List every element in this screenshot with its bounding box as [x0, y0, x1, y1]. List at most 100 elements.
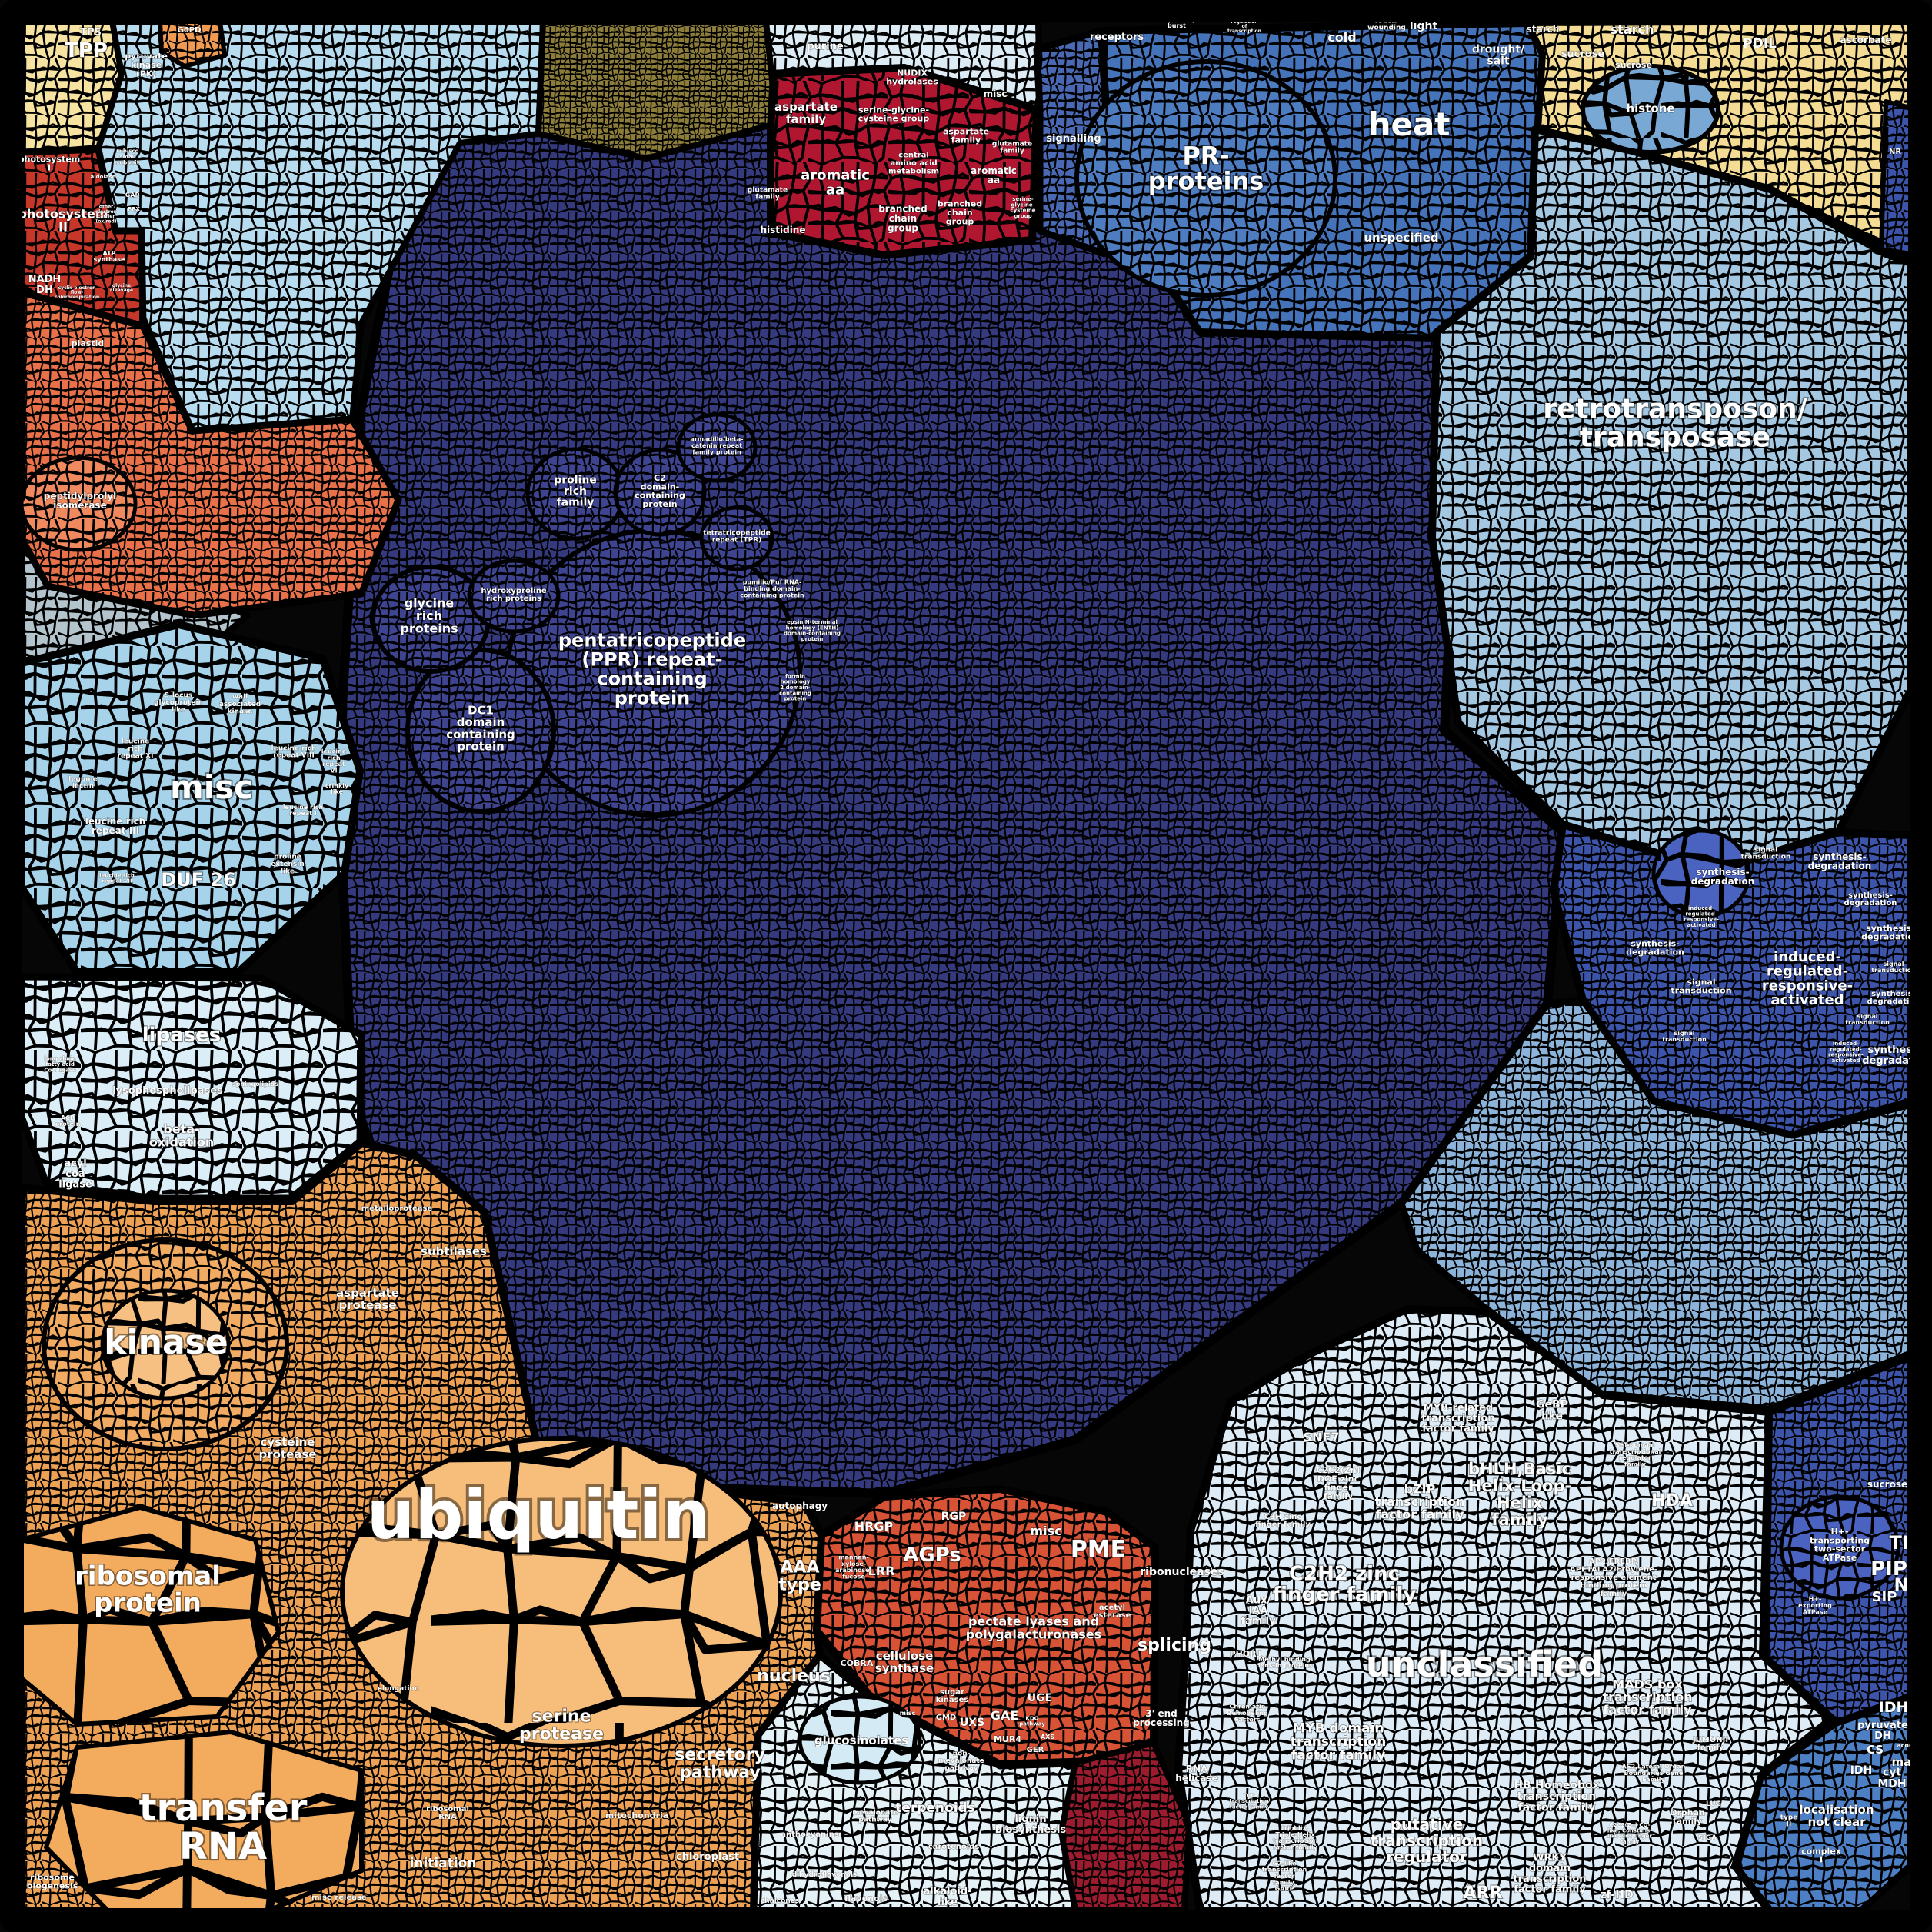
region-label: lysophospholipases: [112, 1085, 223, 1097]
region-peptidylprolyl-blob: [19, 455, 138, 552]
region-label: ubiquitin: [367, 1475, 711, 1554]
region-label: pyruvate DH: [1857, 1720, 1908, 1742]
region-label: TCP transcription factor family: [1229, 1793, 1268, 1810]
region-label: sugar kinases: [936, 1688, 969, 1704]
region-label: Orphan family: [1670, 1807, 1705, 1826]
region-label: mevalonate pathway: [852, 1809, 898, 1824]
region-label: chloroplast: [676, 1851, 739, 1863]
region-label: PHOR1: [1230, 1649, 1263, 1659]
region-label: starch: [1611, 22, 1654, 37]
region-label: signal transduction: [1671, 977, 1731, 995]
region-label: sphingolipids: [232, 1081, 279, 1088]
region-label: leucine rich repeat III: [85, 816, 146, 836]
region-label: synthesis-degradation: [1808, 851, 1872, 871]
region-label: elongation: [378, 1685, 419, 1693]
region-label: leucine rich repeat I: [283, 804, 324, 817]
region-label: induced-regulated-responsive-activated: [1762, 949, 1853, 1008]
region-label: peptidylprolyl isomerase: [44, 491, 117, 511]
region-label: type II: [1780, 1814, 1798, 1828]
region-label: PME: [1071, 1536, 1126, 1563]
region-label: ribosomal protein: [75, 1561, 221, 1618]
region-label: UXS: [960, 1717, 984, 1729]
labels-layer: pumilio/Puf RNA-binding domain-containin…: [18, 15, 1932, 1908]
region-label: histidine: [760, 225, 805, 235]
region-label: signalling: [1046, 133, 1101, 145]
region-proline-rich-blob: [525, 447, 625, 541]
region-amino-acid-metabolism: [767, 64, 1041, 259]
region-label: signal transduction: [1871, 961, 1916, 974]
region-label: plastid: [72, 338, 105, 348]
region-label: MYB-related transcription factor family: [1421, 1402, 1494, 1434]
region-label: wall associated kinase: [219, 694, 261, 716]
region-label: IDH: [1879, 1699, 1909, 1716]
region-opp: [158, 19, 227, 68]
region-glycine-rich-blob: [371, 565, 491, 674]
region-label: aromatic aa: [801, 168, 870, 198]
region-label: IDH: [1850, 1764, 1873, 1777]
region-label: unclassified: [1366, 1644, 1603, 1685]
region-label: AGPs: [903, 1544, 961, 1567]
region-label: central amino acid metabolism: [888, 152, 939, 176]
region-label: heat: [1368, 105, 1451, 143]
region-label: KDO pathway: [1019, 1715, 1045, 1727]
region-label: HDA: [1651, 1491, 1693, 1511]
region-label: nucleus: [757, 1667, 831, 1686]
region-label: TPS: [80, 27, 102, 38]
region-label: LUG: [1706, 1800, 1721, 1808]
region-label: H+-transporting two-sector ATPase: [1810, 1527, 1870, 1563]
region-label: drought/salt: [1472, 44, 1525, 68]
region-label: PDIL: [1743, 36, 1777, 52]
region-label: synthesis-degradation: [1867, 990, 1920, 1006]
region-label: SIP: [1872, 1589, 1897, 1605]
region-label: TPP: [65, 39, 108, 62]
region-label: lignin biosynthesis: [995, 1814, 1067, 1836]
region-label: anthocyanins: [781, 1830, 838, 1839]
region-label: aldolase: [91, 174, 116, 180]
region-ppr-blob: [505, 528, 802, 818]
region-label: release: [335, 1894, 367, 1902]
region-kinase-core: [100, 1288, 231, 1401]
region-lipid-metabolism: [18, 973, 365, 1202]
region-label: leucine rich repeat XI: [118, 738, 154, 761]
region-label: sucrose: [1867, 1479, 1907, 1490]
region-label: C2H2 zinc finger family: [1273, 1562, 1417, 1606]
region-label: aspartate family: [943, 126, 989, 145]
region-label: purine: [807, 41, 844, 52]
region-development: [1397, 996, 1914, 1413]
region-label: G2-like transcription factor family, GARP: [1262, 1860, 1307, 1892]
region-label: trihelix, Triple-Helix transcription factor…: [1273, 1825, 1318, 1851]
region-label: ACP protein: [55, 1114, 81, 1128]
region-label: GAP: [125, 192, 140, 198]
region-label: subtilases: [421, 1244, 487, 1258]
region-label: H+-exporting ATPase: [1798, 1596, 1832, 1616]
region-label: AXS: [1041, 1734, 1054, 1740]
region-label: epsin N-terminal homology (ENTH) domain-co…: [784, 619, 841, 642]
region-label: SET-domain transcriptional regulator family: [1610, 1442, 1661, 1468]
region-label: CS: [1867, 1743, 1884, 1757]
region-label: rubisco small subunit: [116, 148, 140, 166]
region-label: flavonols: [844, 1894, 888, 1904]
region-misc-enzymes: [18, 621, 364, 976]
region-label: sucrose: [1615, 60, 1652, 70]
region-label: HRGP: [854, 1519, 894, 1534]
region-tpr-blob: [699, 505, 774, 571]
region-label: complex I: [1801, 1846, 1841, 1864]
region-label: 3' end processing: [1133, 1708, 1190, 1728]
region-label: localisation not clear: [1799, 1803, 1874, 1829]
region-label: pumilio/Puf RNA-binding domain-containin…: [740, 579, 804, 599]
region-label: induced-regulated-responsive-activated: [1828, 1041, 1864, 1064]
region-label: GER: [1027, 1746, 1044, 1754]
region-label: induced-regulated-responsive-activated: [1684, 905, 1719, 928]
region-label: terpenoids: [895, 1800, 975, 1816]
region-label: ARR: [1464, 1884, 1503, 1903]
region-label: light: [1410, 20, 1438, 32]
region-label: glycine rich proteins: [400, 595, 458, 635]
region-atpase-blob: [1779, 1494, 1900, 1601]
region-label: AS2,Lateral Organ Boundaries Gene Family: [1622, 1764, 1686, 1784]
region-label: alkaloid-like: [923, 1886, 971, 1908]
region-label: cysteine protease: [258, 1435, 316, 1461]
region-label: other electron carrier (ox/red): [95, 205, 117, 225]
region-label: cellulose synthase: [875, 1649, 934, 1675]
region-label: GAE: [991, 1708, 1018, 1723]
